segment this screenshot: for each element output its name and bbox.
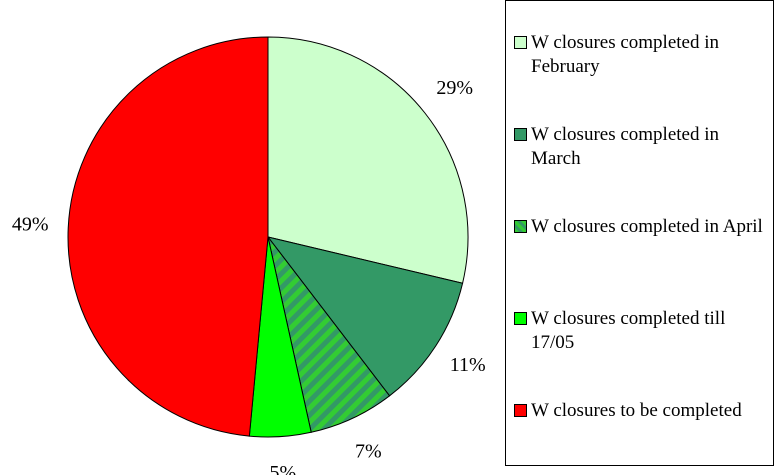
- value-label: 11%: [450, 354, 486, 376]
- legend-swatch: [514, 36, 527, 49]
- legend-entry: W closures completed in March: [514, 123, 770, 171]
- value-label: 49%: [12, 213, 49, 235]
- legend-entry: W closures completed in February: [514, 31, 770, 79]
- legend-swatch: [514, 404, 527, 417]
- legend-entry: W closures completed till 17/05: [514, 307, 770, 355]
- legend-swatch: [514, 220, 527, 233]
- legend-label: W closures completed in April: [531, 216, 763, 237]
- pie-slice: [67, 36, 269, 437]
- pie-slice: [266, 236, 464, 397]
- value-label: 29%: [436, 77, 473, 99]
- legend-label: W closures to be completed: [531, 400, 742, 421]
- legend-entry: W closures completed in April: [514, 215, 770, 239]
- legend-label: W closures completed till 17/05: [531, 308, 726, 353]
- legend-label: W closures completed in March: [531, 124, 720, 169]
- value-label: 5%: [269, 462, 296, 475]
- legend-swatch: [514, 312, 527, 325]
- legend: W closures completed in February W closur…: [505, 0, 774, 466]
- legend-entry: W closures to be completed: [514, 399, 770, 423]
- value-label: 7%: [355, 440, 382, 462]
- chart: 29% 11% 7% 5% 49%: [12, 36, 486, 475]
- pie-slice: [267, 36, 469, 284]
- legend-swatch: [514, 128, 527, 141]
- legend-label: W closures completed in February: [531, 32, 720, 77]
